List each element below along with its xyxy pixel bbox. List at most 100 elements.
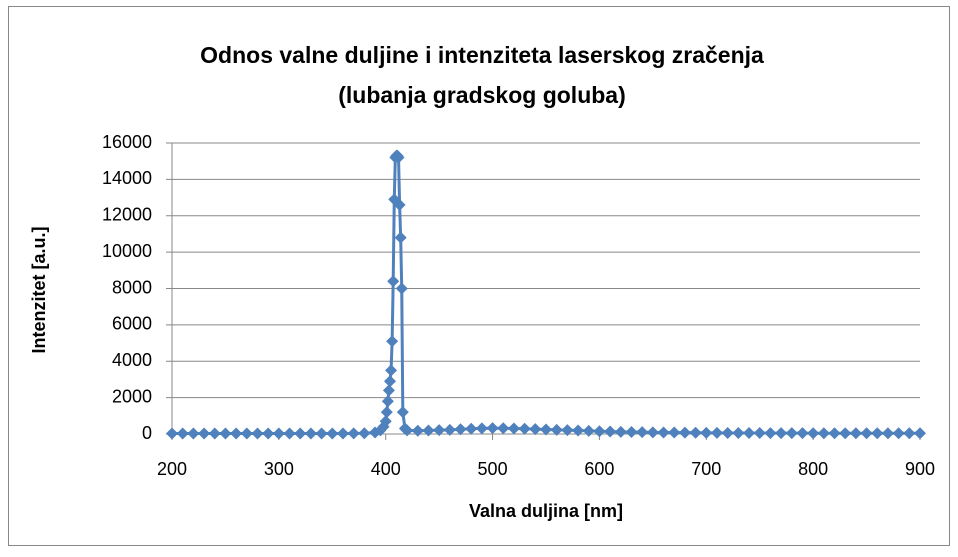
data-point (497, 422, 510, 435)
x-tick-label: 200 (157, 459, 187, 479)
data-point (657, 426, 670, 439)
y-tick-label: 10000 (102, 241, 152, 261)
y-tick-label: 4000 (112, 350, 152, 370)
data-point (582, 424, 595, 437)
data-point (166, 427, 178, 440)
data-point (561, 424, 574, 437)
x-axis-title: Valna duljina [nm] (469, 501, 623, 521)
y-tick-label: 0 (142, 423, 152, 443)
chart-subtitle: (lubanja gradskog goluba) (338, 82, 626, 108)
data-point (219, 427, 232, 440)
data-point (518, 422, 531, 435)
data-point (383, 375, 396, 388)
data-point (540, 423, 552, 436)
x-tick-label: 700 (691, 459, 721, 479)
data-point (411, 424, 424, 437)
data-point (775, 427, 788, 440)
data-point (475, 422, 488, 435)
data-point (914, 427, 926, 440)
data-point (550, 423, 563, 436)
data-point (743, 427, 756, 440)
data-point (187, 427, 200, 440)
data-point (347, 427, 360, 440)
data-point (700, 426, 713, 439)
data-point (262, 427, 275, 440)
data-point (395, 282, 408, 295)
data-point (710, 426, 723, 439)
x-tick-label: 900 (905, 459, 935, 479)
data-point (385, 364, 398, 377)
y-tick-label: 16000 (102, 132, 152, 152)
data-point (240, 427, 253, 440)
data-point (208, 427, 221, 440)
data-point (668, 426, 681, 439)
data-point (486, 422, 499, 435)
data-point (230, 427, 243, 440)
data-point (465, 422, 478, 435)
data-point (251, 427, 264, 440)
x-tick-label: 800 (798, 459, 828, 479)
data-point (732, 426, 745, 439)
data-point (903, 427, 916, 440)
data-point (572, 424, 585, 437)
chart-title: Odnos valne duljine i intenziteta lasers… (200, 42, 764, 68)
data-point (176, 427, 189, 440)
data-point (443, 423, 456, 436)
data-point (283, 427, 296, 440)
data-point (198, 427, 211, 440)
data-point (646, 426, 659, 439)
data-point (396, 406, 409, 419)
data-point (272, 427, 285, 440)
y-tick-label: 14000 (102, 168, 152, 188)
data-point (336, 427, 349, 440)
data-point (454, 423, 467, 436)
data-point (433, 424, 446, 437)
data-point (871, 427, 884, 440)
data-point (614, 425, 627, 438)
data-point (860, 427, 873, 440)
data-point (422, 424, 435, 437)
data-point (881, 427, 894, 440)
data-point (753, 427, 766, 440)
data-point (828, 427, 841, 440)
data-point (807, 427, 820, 440)
data-point (382, 384, 395, 397)
data-point (764, 427, 777, 440)
y-tick-label: 12000 (102, 205, 152, 225)
data-point (386, 335, 399, 348)
data-point (689, 426, 702, 439)
data-point (636, 426, 649, 439)
x-tick-label: 500 (478, 459, 508, 479)
y-tick-label: 8000 (112, 277, 152, 297)
data-point (785, 427, 798, 440)
data-point (625, 425, 638, 438)
data-point (387, 275, 400, 288)
data-point (381, 395, 394, 408)
data-point (796, 427, 809, 440)
data-point (593, 425, 606, 438)
y-tick-label: 6000 (112, 314, 152, 334)
x-tick-label: 400 (371, 459, 401, 479)
data-point (315, 427, 328, 440)
y-tick-label: 2000 (112, 386, 152, 406)
data-point (358, 427, 371, 440)
data-point (721, 426, 734, 439)
x-tick-label: 600 (584, 459, 614, 479)
data-point (839, 427, 852, 440)
data-point (817, 427, 830, 440)
data-point (326, 427, 339, 440)
y-axis-title: Intenzitet [a.u.] (29, 227, 49, 354)
x-tick-label: 300 (264, 459, 294, 479)
data-point (394, 231, 407, 244)
data-point (401, 424, 414, 437)
data-point (380, 406, 393, 419)
data-point (392, 151, 405, 164)
data-point (529, 423, 542, 436)
data-point (304, 427, 317, 440)
chart-frame (8, 6, 950, 546)
data-point (678, 426, 691, 439)
data-point (892, 427, 905, 440)
data-point (604, 425, 617, 438)
